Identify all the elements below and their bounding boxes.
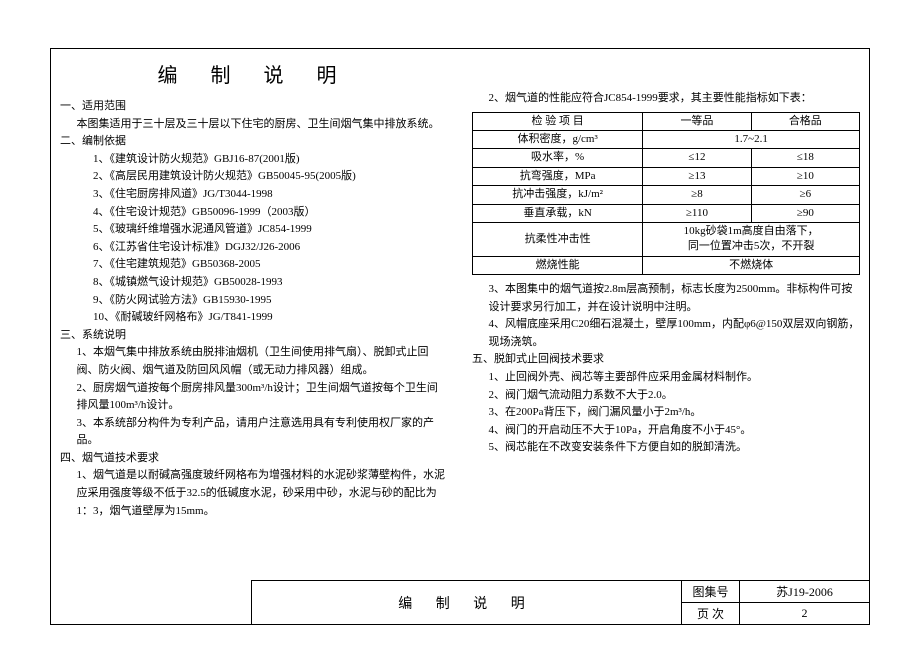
td-line: 同一位置冲击5次，不开裂 [688, 240, 815, 252]
right-item: 4、风帽底座采用C20细石混凝土，壁厚100mm，内配φ6@150双层双向钢筋，… [472, 316, 860, 351]
valve-item: 3、在200Pa背压下，阀门漏风量小于2m³/h。 [472, 404, 860, 422]
dep-item: 6、《江苏省住宅设计标准》DGJ32/J26-2006 [60, 239, 448, 257]
th-grade2: 合格品 [751, 112, 859, 130]
dep-item: 10、《耐碱玻纤网格布》JG/T841-1999 [60, 309, 448, 327]
content-area: 编 制 说 明 一、适用范围 本图集适用于三十层及三十层以下住宅的厨房、卫生间烟… [60, 60, 860, 575]
td: ≤12 [643, 149, 751, 167]
sec3-heading: 三、系统说明 [60, 327, 448, 345]
table-row: 垂直承载，kN ≥110 ≥90 [473, 204, 860, 222]
td: 吸水率，% [473, 149, 643, 167]
title-block: 编 制 说 明 图集号 苏J19-2006 页 次 2 [252, 581, 870, 625]
table-row: 检 验 项 目 一等品 合格品 [473, 112, 860, 130]
sec1-text: 本图集适用于三十层及三十层以下住宅的厨房、卫生间烟气集中排放系统。 [60, 116, 448, 134]
valve-item: 5、阀芯能在不改变安装条件下方便自如的脱卸清洗。 [472, 439, 860, 457]
table-row: 燃烧性能 不燃烧体 [473, 256, 860, 274]
sys-item: 2、厨房烟气道按每个厨房排风量300m³/h设计；卫生间烟气道按每个卫生间排风量… [60, 380, 448, 415]
valve-item: 2、阀门烟气流动阻力系数不大于2.0。 [472, 387, 860, 405]
sys-item: 3、本系统部分构件为专利产品，请用户注意选用具有专利使用权厂家的产品。 [60, 415, 448, 450]
td-line: 10kg砂袋1m高度自由落下， [684, 225, 819, 237]
sec2-heading: 二、编制依据 [60, 133, 448, 151]
th-item: 检 验 项 目 [473, 112, 643, 130]
td: 不燃烧体 [643, 256, 860, 274]
td: 10kg砂袋1m高度自由落下， 同一位置冲击5次，不开裂 [643, 222, 860, 256]
table-row: 体积密度，g/cm³ 1.7~2.1 [473, 130, 860, 148]
right-column: 2、烟气道的性能应符合JC854-1999要求，其主要性能指标如下表： 检 验 … [472, 60, 860, 575]
dep-item: 1、《建筑设计防火规范》GBJ16-87(2001版) [60, 151, 448, 169]
valve-item: 4、阀门的开启动压不大于10Pa，开启角度不小于45°。 [472, 422, 860, 440]
td: ≥13 [643, 167, 751, 185]
td: 体积密度，g/cm³ [473, 130, 643, 148]
left-column: 编 制 说 明 一、适用范围 本图集适用于三十层及三十层以下住宅的厨房、卫生间烟… [60, 60, 448, 575]
dep-item: 8、《城镇燃气设计规范》GB50028-1993 [60, 274, 448, 292]
performance-table: 检 验 项 目 一等品 合格品 体积密度，g/cm³ 1.7~2.1 吸水率，%… [472, 112, 860, 276]
sec1-heading: 一、适用范围 [60, 98, 448, 116]
td: 燃烧性能 [473, 256, 643, 274]
dep-item: 3、《住宅厨房排风道》JG/T3044-1998 [60, 186, 448, 204]
titleblock-key: 页 次 [681, 602, 740, 625]
drawing-sheet: 编 制 说 明 一、适用范围 本图集适用于三十层及三十层以下住宅的厨房、卫生间烟… [0, 0, 920, 665]
td: 抗柔性冲击性 [473, 222, 643, 256]
th-grade1: 一等品 [643, 112, 751, 130]
spacer [472, 60, 860, 90]
dep-item: 7、《住宅建筑规范》GB50368-2005 [60, 256, 448, 274]
titleblock-val: 2 [739, 602, 870, 625]
page-title: 编 制 说 明 [60, 60, 448, 92]
td: ≥8 [643, 186, 751, 204]
td: 抗弯强度，MPa [473, 167, 643, 185]
td: ≥90 [751, 204, 859, 222]
table-row: 吸水率，% ≤12 ≤18 [473, 149, 860, 167]
dep-item: 4、《住宅设计规范》GB50096-1999（2003版） [60, 204, 448, 222]
dep-item: 2、《高层民用建筑设计防火规范》GB50045-95(2005版) [60, 168, 448, 186]
titleblock-val: 苏J19-2006 [739, 580, 870, 603]
right-item: 2、烟气道的性能应符合JC854-1999要求，其主要性能指标如下表： [472, 90, 860, 108]
td: ≤18 [751, 149, 859, 167]
dep-item: 5、《玻璃纤维增强水泥通风管道》JC854-1999 [60, 221, 448, 239]
sec5-heading: 五、脱卸式止回阀技术要求 [472, 351, 860, 369]
sec4-heading: 四、烟气道技术要求 [60, 450, 448, 468]
valve-item: 1、止回阀外壳、阀芯等主要部件应采用金属材料制作。 [472, 369, 860, 387]
tech-item: 1、烟气道是以耐碱高强度玻纤网格布为增强材料的水泥砂浆薄壁构件，水泥应采用强度等… [60, 467, 448, 520]
td: ≥110 [643, 204, 751, 222]
table-row: 抗弯强度，MPa ≥13 ≥10 [473, 167, 860, 185]
td: ≥10 [751, 167, 859, 185]
titleblock-title: 编 制 说 明 [251, 580, 682, 625]
td: ≥6 [751, 186, 859, 204]
sys-item: 1、本烟气集中排放系统由脱排油烟机（卫生间使用排气扇）、脱卸式止回阀、防火阀、烟… [60, 344, 448, 379]
dep-item: 9、《防火网试验方法》GB15930-1995 [60, 292, 448, 310]
right-item: 3、本图集中的烟气道按2.8m层高预制，标志长度为2500mm。非标构件可按设计… [472, 281, 860, 316]
td: 抗冲击强度，kJ/m² [473, 186, 643, 204]
table-row: 抗柔性冲击性 10kg砂袋1m高度自由落下， 同一位置冲击5次，不开裂 [473, 222, 860, 256]
td: 垂直承载，kN [473, 204, 643, 222]
titleblock-key: 图集号 [681, 580, 740, 603]
table-row: 抗冲击强度，kJ/m² ≥8 ≥6 [473, 186, 860, 204]
td: 1.7~2.1 [643, 130, 860, 148]
